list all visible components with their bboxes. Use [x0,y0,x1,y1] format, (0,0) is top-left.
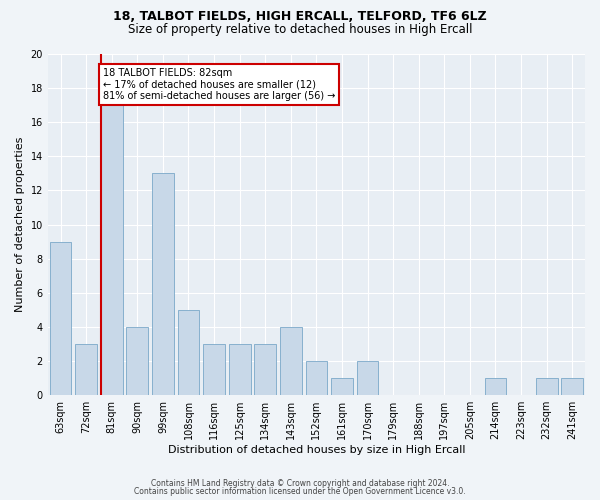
X-axis label: Distribution of detached houses by size in High Ercall: Distribution of detached houses by size … [167,445,465,455]
Bar [305,361,327,395]
Text: 18 TALBOT FIELDS: 82sqm
← 17% of detached houses are smaller (12)
81% of semi-de: 18 TALBOT FIELDS: 82sqm ← 17% of detache… [103,68,335,101]
Bar [203,344,225,395]
Bar [101,105,122,395]
Bar [178,310,199,395]
Text: Size of property relative to detached houses in High Ercall: Size of property relative to detached ho… [128,22,472,36]
Bar [485,378,506,395]
Bar [50,242,71,395]
Bar [280,327,302,395]
Bar [229,344,251,395]
Y-axis label: Number of detached properties: Number of detached properties [15,137,25,312]
Bar [356,361,379,395]
Bar [75,344,97,395]
Bar [254,344,276,395]
Bar [127,327,148,395]
Bar [536,378,557,395]
Bar [562,378,583,395]
Text: Contains public sector information licensed under the Open Government Licence v3: Contains public sector information licen… [134,487,466,496]
Text: 18, TALBOT FIELDS, HIGH ERCALL, TELFORD, TF6 6LZ: 18, TALBOT FIELDS, HIGH ERCALL, TELFORD,… [113,10,487,23]
Bar [331,378,353,395]
Text: Contains HM Land Registry data © Crown copyright and database right 2024.: Contains HM Land Registry data © Crown c… [151,478,449,488]
Bar [152,174,174,395]
